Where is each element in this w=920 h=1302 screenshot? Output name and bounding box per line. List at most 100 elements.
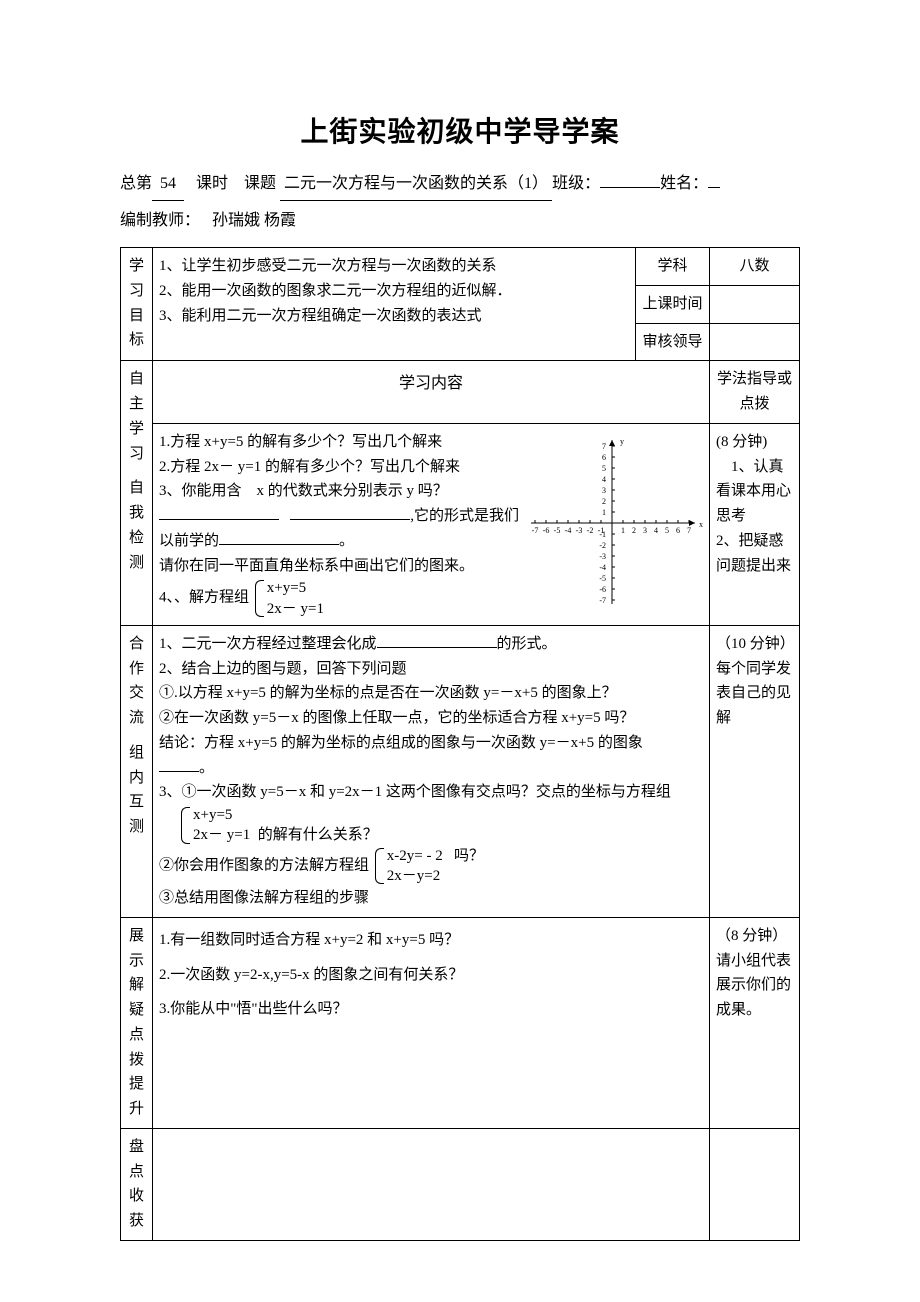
label-mubiao: 学习目标 <box>121 248 153 361</box>
zongdi-label: 总第 <box>120 175 152 192</box>
svg-text:-6: -6 <box>599 585 606 594</box>
brace-2: x+y=5 2x－ y=1 的解有什么关系？ <box>179 805 378 846</box>
svg-text:-6: -6 <box>543 526 550 535</box>
label-zhanshi: 展示解疑点拨提升 <box>121 917 153 1128</box>
hezuo-l5tail: 。 <box>199 760 214 776</box>
svg-text:x: x <box>699 520 703 529</box>
keti-label: 课题 <box>244 175 276 192</box>
hezuo-l5: 结论：方程 x+y=5 的解为坐标的点组成的图象与一次函数 y=－x+5 的图象 <box>159 731 703 756</box>
keshi-label: 课时 <box>196 175 228 192</box>
pandian-side <box>710 1128 800 1240</box>
svg-text:-1: -1 <box>599 530 606 539</box>
svg-text:-3: -3 <box>599 552 606 561</box>
hezuo-eq2: x+y=5 2x－ y=1 的解有什么关系？ <box>159 805 703 846</box>
pandian-content <box>153 1128 710 1240</box>
svg-text:4: 4 <box>602 475 606 484</box>
eq3tail: 吗？ <box>454 848 484 864</box>
teachers: 孙瑞娥 杨霞 <box>212 212 296 229</box>
svg-text:4: 4 <box>654 526 658 535</box>
svg-text:-4: -4 <box>565 526 572 535</box>
svg-text:5: 5 <box>665 526 669 535</box>
mubiao-content: 1、让学生初步感受二元一次方程与一次函数的关系 2、能用一次函数的图象求二元一次… <box>153 248 636 361</box>
zizhu-side: (8 分钟) 1、认真看课本用心思考 2、把疑惑问题提出来 <box>710 423 800 625</box>
blank-h1 <box>377 633 497 648</box>
meta-line-2: 编制教师： 孙瑞娥 杨霞 <box>120 205 800 237</box>
svg-text:1: 1 <box>602 508 606 517</box>
zizhu-q3d: 。 <box>339 533 354 549</box>
zhanshi-content: 1.有一组数同时适合方程 x+y=2 和 x+y=5 吗？ 2.一次函数 y=2… <box>153 917 710 1128</box>
main-table: 学习目标 1、让学生初步感受二元一次方程与一次函数的关系 2、能用一次函数的图象… <box>120 247 800 1241</box>
eq3a: x-2y= - 2 <box>387 848 443 864</box>
page-title: 上街实验初级中学导学案 <box>120 110 800 150</box>
svg-text:6: 6 <box>676 526 680 535</box>
svg-text:6: 6 <box>602 453 606 462</box>
svg-text:-7: -7 <box>599 596 606 605</box>
hezuo-l4: ②在一次函数 y=5－x 的图像上任取一点，它的坐标适合方程 x+y=5 吗？ <box>159 706 703 731</box>
meta-line-1: 总第54 课时 课题 二元一次方程与一次函数的关系（1）班级： 姓名： <box>120 168 800 201</box>
coordinate-grid: -7-7-6-6-5-5-4-4-3-3-2-2-1-1112233445566… <box>520 428 705 613</box>
blank-1 <box>159 505 279 520</box>
hezuo-l3: ①.以方程 x+y=5 的解为坐标的点是否在一次函数 y=－x+5 的图象上？ <box>159 681 703 706</box>
eq1b: 2x－ y=1 <box>267 599 324 619</box>
brace-1: x+y=5 2x－ y=1 <box>253 578 324 619</box>
hezuo-l1-wrap: 1、二元一次方程经过整理会化成 的形式。 <box>159 632 703 657</box>
xingming-blank <box>708 187 720 188</box>
svg-text:-3: -3 <box>576 526 583 535</box>
svg-text:1: 1 <box>621 526 625 535</box>
xingming-label: 姓名： <box>660 175 708 192</box>
label-hezuo: 合作交流 组内互测 <box>121 625 153 917</box>
zizhu-content: -7-7-6-6-5-5-4-4-3-3-2-2-1-1112233445566… <box>153 423 710 625</box>
svg-text:-4: -4 <box>599 563 606 572</box>
hezuo-l6: 3、①一次函数 y=5－x 和 y=2x－1 这两个图像有交点吗？交点的坐标与方… <box>159 780 703 805</box>
eq2tail: 的解有什么关系？ <box>258 827 378 843</box>
zizhu-q3b: ,它的形式是我们 <box>410 508 519 524</box>
blank-2 <box>290 505 410 520</box>
label-pandian: 盘点收获 <box>121 1128 153 1240</box>
blank-3 <box>219 530 339 545</box>
shangke-value <box>710 285 800 323</box>
zhanshi-l1: 1.有一组数同时适合方程 x+y=2 和 x+y=5 吗？ <box>159 928 703 953</box>
eq1a: x+y=5 <box>267 578 324 598</box>
blank-h2 <box>159 757 199 772</box>
hezuo-side: （10 分钟）每个同学发表自己的见解 <box>710 625 800 917</box>
teacher-label: 编制教师： <box>120 212 200 229</box>
zizhu-q3c: 以前学的 <box>159 533 219 549</box>
hezuo-l8: ③总结用图像法解方程组的步骤 <box>159 886 703 911</box>
eq2a: x+y=5 <box>193 805 378 825</box>
eq3b: 2x－y=2 <box>387 866 484 886</box>
keti-value: 二元一次方程与一次函数的关系（1） <box>280 168 552 201</box>
label-zizhu: 自主学习 自我检测 <box>121 361 153 626</box>
shenhe-value <box>710 323 800 361</box>
banji-label: 班级： <box>552 175 600 192</box>
neirong-side: 学法指导或点拨 <box>710 361 800 424</box>
svg-text:3: 3 <box>643 526 647 535</box>
lesson-no: 54 <box>152 168 184 201</box>
svg-text:-2: -2 <box>587 526 594 535</box>
zhanshi-side: （8 分钟）请小组代表展示你们的成果。 <box>710 917 800 1128</box>
eq2b: 2x－ y=1 <box>193 827 250 843</box>
eq3a-wrap: x-2y= - 2 吗？ <box>387 846 484 866</box>
svg-text:3: 3 <box>602 486 606 495</box>
zizhu-q4-lead: 4、、解方程组 <box>159 590 249 606</box>
svg-text:7: 7 <box>602 442 606 451</box>
eq2b-wrap: 2x－ y=1 的解有什么关系？ <box>193 825 378 845</box>
svg-text:2: 2 <box>602 497 606 506</box>
svg-text:-7: -7 <box>532 526 539 535</box>
svg-text:2: 2 <box>632 526 636 535</box>
shenhe-label: 审核领导 <box>636 323 710 361</box>
hezuo-l7: ②你会用作图象的方法解方程组 <box>159 857 369 873</box>
hezuo-l5tail-wrap: 。 <box>159 756 703 781</box>
hezuo-l1: 1、二元一次方程经过整理会化成 <box>159 636 377 652</box>
hezuo-l2: 2、结合上边的图与题，回答下列问题 <box>159 657 703 682</box>
shangke-label: 上课时间 <box>636 285 710 323</box>
zhanshi-l3: 3.你能从中"悟"出些什么吗？ <box>159 997 703 1022</box>
hezuo-content: 1、二元一次方程经过整理会化成 的形式。 2、结合上边的图与题，回答下列问题 ①.… <box>153 625 710 917</box>
xueke-value: 八数 <box>710 248 800 286</box>
hezuo-l1tail: 的形式。 <box>497 636 557 652</box>
svg-text:y: y <box>620 437 624 446</box>
svg-text:-2: -2 <box>599 541 606 550</box>
svg-text:7: 7 <box>687 526 691 535</box>
svg-text:-5: -5 <box>554 526 561 535</box>
xueke-label: 学科 <box>636 248 710 286</box>
banji-blank <box>600 187 660 188</box>
